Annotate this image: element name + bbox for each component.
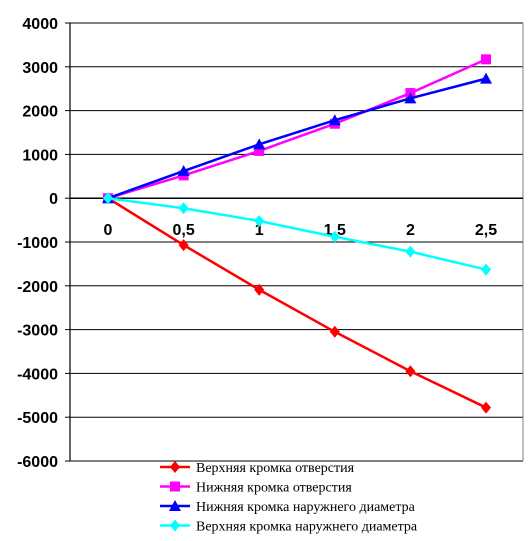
data-point [405, 365, 416, 378]
data-point [481, 54, 491, 65]
data-point [404, 92, 417, 104]
data-point [177, 165, 190, 177]
axes [65, 22, 524, 462]
legend-item: Нижняя кромка наружнего диаметра [160, 500, 416, 515]
legend-item: Верхняя кромка отверстия [160, 461, 355, 476]
series-line [107, 196, 487, 271]
data-point [480, 72, 492, 84]
data-point [254, 214, 265, 227]
series [102, 54, 492, 414]
legend-marker [170, 461, 180, 473]
legend-label: Верхняя кромка отверстия [196, 461, 355, 476]
x-tick-label: 1 [255, 222, 264, 239]
data-point [253, 138, 266, 150]
series-1 [103, 192, 491, 414]
data-point [329, 325, 340, 338]
legend-marker [169, 500, 181, 511]
legend-label: Нижняя кромка наружнего диаметра [196, 500, 416, 515]
y-tick-label: -2000 [17, 279, 58, 296]
legend-item: Нижняя кромка отверстия [160, 481, 352, 496]
x-tick-label: 2 [406, 222, 415, 239]
data-point [254, 283, 265, 296]
y-tick-label: 2000 [22, 104, 58, 121]
series-2 [103, 54, 491, 204]
x-tick-label: 0 [104, 222, 113, 239]
x-tick-label: 2,5 [475, 222, 497, 239]
data-point [405, 245, 416, 258]
legend: Верхняя кромка отверстия Нижняя кромка от… [160, 461, 418, 535]
legend-marker [170, 519, 180, 532]
y-tick-label: -6000 [17, 454, 58, 471]
y-tick-label: -3000 [17, 323, 58, 340]
y-tick-label: 0 [49, 191, 58, 208]
y-tick-label: 3000 [22, 60, 58, 77]
data-point [328, 114, 341, 126]
y-tick-labels: 4000 3000 2000 1000 0 -1000 -2000 -3000 -4000 -50… [17, 16, 58, 471]
y-tick-label: -1000 [17, 235, 58, 252]
x-tick-label: 0,5 [172, 222, 194, 239]
data-point [103, 192, 113, 205]
x-tick-labels: 0 0,5 1 1,5 2 2,5 [104, 222, 498, 239]
y-tick-label: -5000 [17, 410, 58, 427]
gridlines [70, 22, 523, 462]
legend-label: Верхняя кромка наружнего диаметра [196, 520, 418, 535]
y-tick-label: 4000 [22, 16, 58, 33]
data-point [254, 145, 265, 156]
legend-label: Нижняя кромка отверстия [196, 481, 352, 496]
data-point [178, 202, 189, 215]
data-point [329, 230, 340, 243]
y-tick-label: -4000 [17, 366, 58, 383]
data-point [481, 401, 491, 414]
y-tick-label: 1000 [22, 147, 58, 164]
data-point [178, 239, 189, 252]
legend-item: Верхняя кромка наружнего диаметра [160, 519, 418, 535]
series-line [107, 58, 487, 200]
series-line [107, 197, 487, 409]
legend-marker [170, 481, 180, 492]
series-4 [103, 192, 491, 276]
data-point [481, 263, 491, 276]
series-line [107, 77, 487, 200]
